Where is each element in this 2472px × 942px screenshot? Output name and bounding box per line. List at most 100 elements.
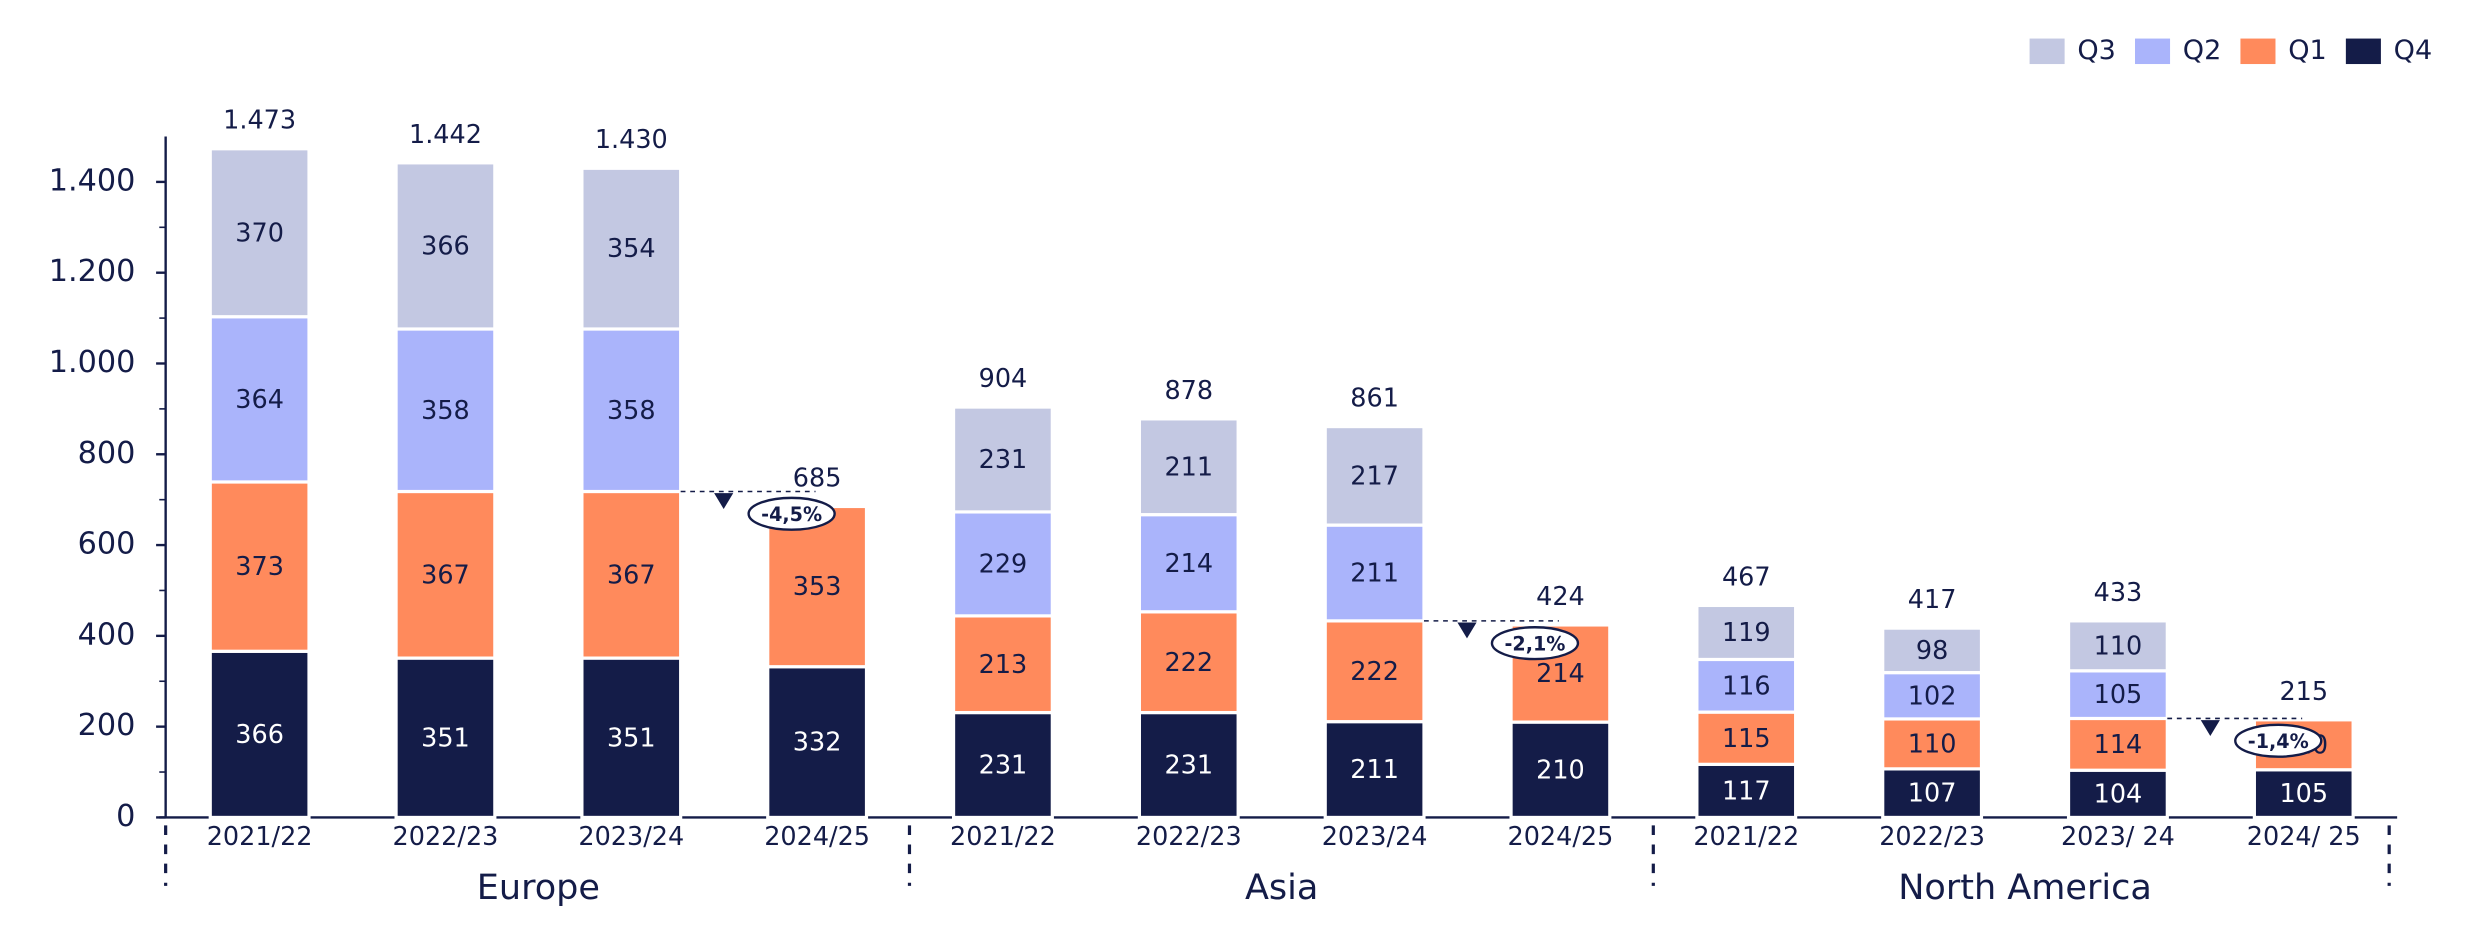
x-tick-label: 2023/24	[1322, 822, 1428, 852]
value-label: 117	[1722, 776, 1771, 806]
x-tick-label: 2021/22	[207, 822, 313, 852]
bar-segment	[1137, 417, 1240, 517]
total-label: 1.473	[223, 106, 296, 136]
value-label: 102	[1908, 681, 1957, 711]
value-label: 364	[235, 385, 284, 415]
value-label: 116	[1722, 671, 1771, 701]
value-label: 98	[1916, 636, 1948, 666]
bar-segment	[1881, 626, 1984, 675]
bar-segment	[766, 504, 869, 669]
bar-segment	[394, 489, 497, 660]
total-label: 861	[1350, 384, 1399, 414]
x-tick-label: 2024/ 25	[2247, 822, 2361, 852]
annotation-arrow	[714, 493, 734, 510]
total-label: 1.442	[409, 120, 482, 150]
value-label: 214	[1164, 549, 1213, 579]
group-label: North America	[1898, 867, 2152, 908]
legend-label: Q2	[2183, 35, 2222, 66]
value-label: 119	[1722, 618, 1771, 648]
total-label: 1.430	[595, 125, 668, 155]
bar-segment	[1695, 603, 1798, 662]
bar-segment	[2066, 669, 2169, 721]
value-label: 211	[1350, 559, 1399, 589]
value-label: 353	[793, 572, 842, 602]
value-label: 104	[2094, 779, 2143, 809]
y-tick-label: 0	[116, 799, 135, 834]
bar-segment	[208, 649, 311, 820]
value-label: 217	[1350, 461, 1399, 491]
legend-swatch	[2135, 38, 2171, 65]
x-tick-label: 2023/ 24	[2061, 822, 2175, 852]
group-label: Europe	[477, 867, 600, 908]
value-label: 107	[1908, 779, 1957, 809]
value-label: 110	[2094, 631, 2143, 661]
value-label: 211	[1164, 452, 1213, 482]
legend-label: Q3	[2077, 35, 2116, 66]
x-tick-label: 2021/22	[1693, 822, 1799, 852]
bar-segment	[951, 405, 1054, 514]
bar-segment	[951, 710, 1054, 820]
annotation-arrow	[2200, 720, 2220, 736]
bar-segment	[208, 315, 311, 484]
legend-swatch	[2345, 38, 2381, 65]
legend-label: Q4	[2394, 35, 2433, 66]
bar-segment	[1323, 424, 1426, 527]
annotation-label: -4,5%	[761, 503, 822, 526]
x-tick-label: 2022/23	[393, 822, 499, 852]
bar-segment	[1137, 610, 1240, 715]
bar-segment	[2252, 768, 2355, 820]
value-label: 231	[979, 445, 1028, 475]
bar-segment	[2066, 619, 2169, 673]
y-tick-label: 400	[78, 617, 136, 652]
x-tick-label: 2022/23	[1879, 822, 1985, 852]
annotation-label: -1,4%	[2248, 730, 2309, 753]
bar-segment	[394, 161, 497, 331]
y-tick-label: 1.400	[49, 163, 136, 198]
value-label: 213	[979, 650, 1028, 680]
value-label: 210	[1536, 755, 1585, 785]
value-label: 358	[421, 396, 470, 426]
total-label: 467	[1722, 562, 1771, 592]
x-tick-label: 2023/24	[578, 822, 684, 852]
value-label: 367	[607, 560, 656, 590]
legend-swatch	[2240, 38, 2276, 65]
group-label: Asia	[1245, 867, 1318, 908]
value-label: 229	[979, 549, 1028, 579]
annotation-badge	[2234, 723, 2323, 758]
x-tick-label: 2024/25	[764, 822, 870, 852]
value-label: 351	[421, 723, 470, 753]
annotation-badge	[747, 496, 836, 531]
value-label: 222	[1164, 648, 1213, 678]
annotation-arrow	[1457, 622, 1477, 639]
total-label: 424	[1536, 582, 1585, 612]
bar-segment	[394, 327, 497, 494]
value-label: 370	[235, 218, 284, 248]
total-label: 215	[2279, 677, 2328, 707]
y-tick-label: 800	[78, 436, 136, 471]
annotation-badge	[1490, 626, 1580, 661]
total-label: 878	[1164, 376, 1213, 406]
bar-segment	[1137, 710, 1240, 820]
x-tick-label: 2024/25	[1508, 822, 1614, 852]
bar-segment	[208, 147, 311, 319]
total-label: 685	[793, 463, 842, 493]
total-label: 417	[1908, 585, 1957, 615]
legend-swatch	[2029, 38, 2065, 65]
value-label: 214	[1536, 659, 1585, 689]
x-tick-label: 2021/22	[950, 822, 1056, 852]
annotation-label: -2,1%	[1504, 632, 1565, 655]
value-label: 114	[2094, 730, 2143, 760]
value-label: 231	[1164, 751, 1213, 781]
bar-segment	[951, 614, 1054, 715]
bar-segment	[208, 480, 311, 653]
value-label: 351	[607, 723, 656, 753]
bar-segment	[580, 327, 683, 494]
value-label: 366	[235, 720, 284, 750]
value-label: 332	[793, 728, 842, 758]
x-tick-label: 2022/23	[1136, 822, 1242, 852]
value-label: 354	[607, 234, 656, 264]
value-label: 115	[1722, 724, 1771, 754]
total-label: 433	[2094, 578, 2143, 608]
bar-segment	[1323, 619, 1426, 724]
bar-segment	[580, 489, 683, 660]
